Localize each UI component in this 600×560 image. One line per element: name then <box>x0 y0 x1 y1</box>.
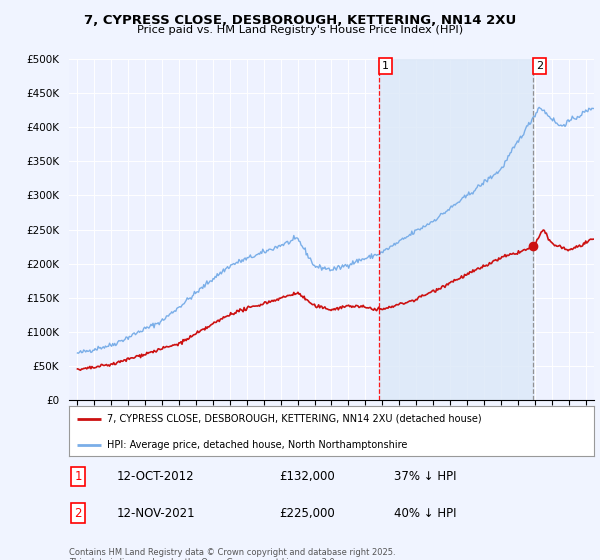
Text: 40% ↓ HPI: 40% ↓ HPI <box>395 506 457 520</box>
Text: 12-OCT-2012: 12-OCT-2012 <box>116 470 194 483</box>
Text: 37% ↓ HPI: 37% ↓ HPI <box>395 470 457 483</box>
Text: HPI: Average price, detached house, North Northamptonshire: HPI: Average price, detached house, Nort… <box>107 440 407 450</box>
Text: 12-NOV-2021: 12-NOV-2021 <box>116 506 195 520</box>
Text: £225,000: £225,000 <box>279 506 335 520</box>
Text: 2: 2 <box>74 506 82 520</box>
Text: 7, CYPRESS CLOSE, DESBOROUGH, KETTERING, NN14 2XU: 7, CYPRESS CLOSE, DESBOROUGH, KETTERING,… <box>84 14 516 27</box>
Bar <box>379 59 533 400</box>
Text: Contains HM Land Registry data © Crown copyright and database right 2025.
This d: Contains HM Land Registry data © Crown c… <box>69 548 395 560</box>
Text: Price paid vs. HM Land Registry's House Price Index (HPI): Price paid vs. HM Land Registry's House … <box>137 25 463 35</box>
Text: £132,000: £132,000 <box>279 470 335 483</box>
Text: 1: 1 <box>74 470 82 483</box>
Text: 2: 2 <box>536 61 543 71</box>
Text: 1: 1 <box>382 61 389 71</box>
Text: 7, CYPRESS CLOSE, DESBOROUGH, KETTERING, NN14 2XU (detached house): 7, CYPRESS CLOSE, DESBOROUGH, KETTERING,… <box>107 414 481 423</box>
